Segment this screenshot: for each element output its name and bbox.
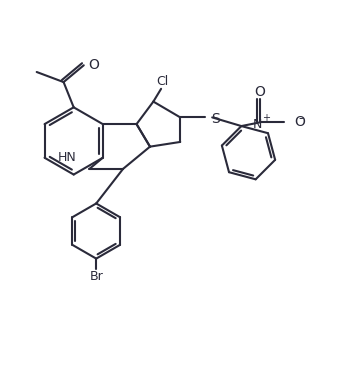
Text: O: O: [88, 58, 99, 72]
Text: O: O: [294, 115, 305, 129]
Text: N: N: [253, 118, 263, 130]
Text: -: -: [298, 112, 303, 125]
Text: +: +: [262, 114, 270, 123]
Text: Br: Br: [89, 270, 103, 283]
Text: S: S: [211, 112, 220, 126]
Text: O: O: [254, 85, 265, 99]
Text: Cl: Cl: [157, 75, 169, 88]
Text: HN: HN: [57, 151, 76, 164]
